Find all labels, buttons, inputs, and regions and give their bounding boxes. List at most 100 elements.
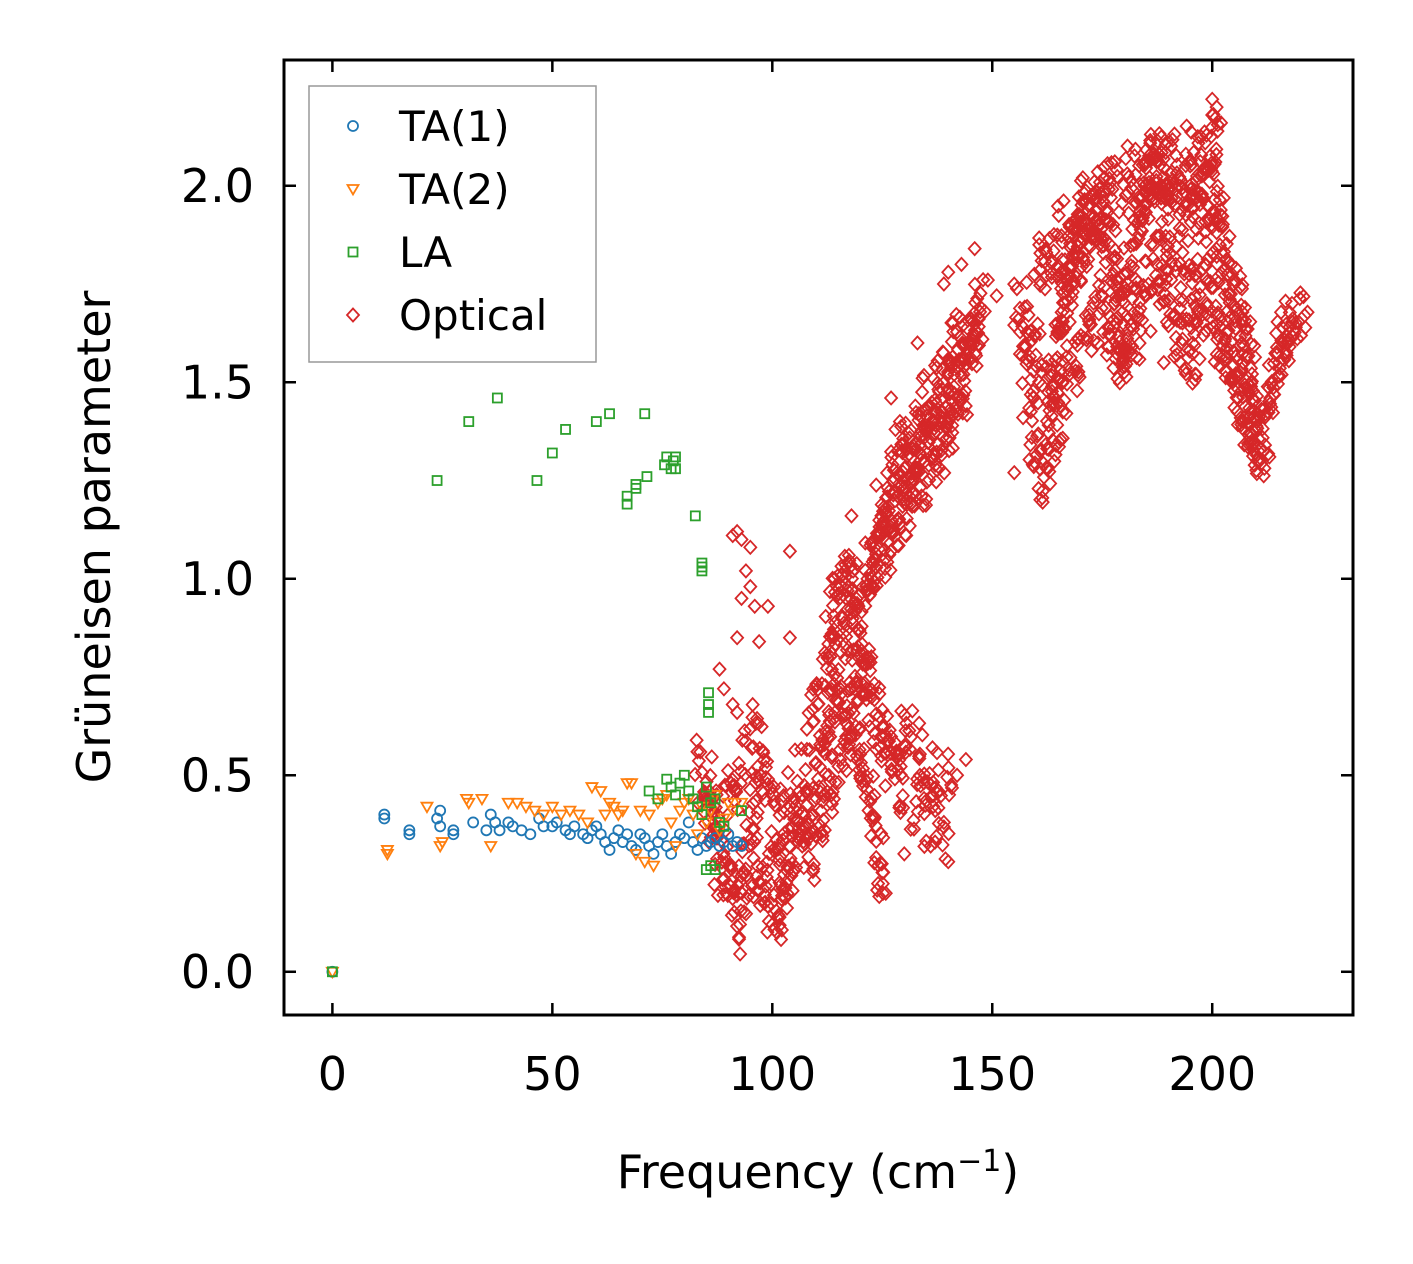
data-point <box>1236 337 1251 354</box>
legend-item: TA(1) <box>347 102 510 151</box>
data-point <box>838 628 854 645</box>
data-point <box>827 714 843 730</box>
data-point <box>865 768 881 784</box>
data-point <box>1064 297 1080 314</box>
data-point <box>782 543 798 560</box>
data-point <box>905 441 921 457</box>
legend-marker <box>345 184 361 197</box>
data-point <box>859 768 875 785</box>
legend-item: Optical <box>345 291 547 340</box>
data-point <box>1198 322 1214 339</box>
data-point <box>1212 237 1228 253</box>
data-point <box>710 887 726 904</box>
data-point <box>1213 115 1229 131</box>
data-point <box>878 778 893 794</box>
data-point <box>1072 233 1088 250</box>
data-point <box>879 708 895 724</box>
data-point <box>703 699 714 710</box>
data-point <box>1261 393 1277 410</box>
data-point <box>910 335 925 351</box>
data-point <box>729 704 745 721</box>
data-point <box>891 537 906 554</box>
data-point <box>1235 304 1250 320</box>
data-point <box>1185 345 1201 362</box>
data-point <box>1144 283 1159 300</box>
data-point <box>739 817 754 834</box>
axis-ticks: 0 50 100 150 200 0.0 0.5 1.0 1.5 2.0 <box>181 60 1353 1101</box>
data-point <box>1189 168 1205 184</box>
data-point <box>1080 329 1095 346</box>
data-point <box>1055 375 1070 391</box>
data-point <box>890 761 906 778</box>
data-point <box>896 491 912 507</box>
data-point <box>743 539 758 556</box>
data-point <box>883 756 899 773</box>
data-point <box>483 841 498 854</box>
data-point <box>1039 413 1055 430</box>
data-point <box>897 479 912 495</box>
data-point <box>1081 311 1097 328</box>
data-point <box>925 740 940 756</box>
data-point <box>884 764 900 780</box>
data-point <box>1175 315 1190 331</box>
data-point <box>858 598 873 614</box>
data-point <box>1184 180 1199 197</box>
data-point <box>968 347 984 364</box>
data-point <box>1156 354 1172 371</box>
data-point <box>758 878 774 895</box>
data-point <box>1173 279 1188 296</box>
data-point <box>737 865 753 881</box>
data-point <box>854 635 870 652</box>
data-point <box>930 375 945 392</box>
data-point <box>1056 193 1071 209</box>
data-point <box>1296 288 1311 305</box>
data-point <box>690 829 705 842</box>
data-point <box>1141 147 1157 164</box>
data-point <box>642 809 657 822</box>
data-point <box>838 569 853 586</box>
data-point <box>785 828 800 845</box>
data-point <box>878 885 894 902</box>
data-point <box>1172 255 1188 272</box>
data-point <box>1163 138 1179 154</box>
data-point <box>854 773 870 789</box>
data-point <box>949 767 965 784</box>
data-point <box>1215 219 1230 235</box>
data-point <box>1170 156 1185 173</box>
data-point <box>782 629 798 646</box>
data-point <box>926 798 941 815</box>
data-point <box>1054 324 1070 341</box>
x-axis-label: Frequency (cm−1) <box>617 1144 1020 1200</box>
data-point <box>687 766 703 783</box>
data-point <box>546 447 558 459</box>
data-point <box>1157 183 1173 200</box>
data-point <box>1063 240 1078 256</box>
data-point <box>1131 310 1146 326</box>
data-point <box>1117 358 1133 375</box>
data-point <box>1055 430 1070 447</box>
data-point <box>774 891 789 907</box>
data-point <box>738 905 754 922</box>
data-point <box>647 847 660 860</box>
data-point <box>894 703 909 719</box>
y-axis-label: Grüneisen parameter <box>67 290 121 783</box>
data-point <box>1234 280 1250 297</box>
data-point <box>731 755 747 772</box>
data-point <box>729 629 745 646</box>
data-point <box>1212 192 1228 208</box>
y-tick-label: 2.0 <box>181 159 254 213</box>
data-point <box>952 309 968 326</box>
data-point <box>1123 237 1138 254</box>
data-point <box>928 457 943 473</box>
data-point <box>643 785 655 797</box>
data-point <box>1095 288 1110 304</box>
data-point <box>1060 229 1075 245</box>
data-point <box>807 872 822 888</box>
data-point <box>1237 312 1253 329</box>
data-point <box>977 303 993 320</box>
data-point <box>864 535 880 552</box>
data-point <box>729 887 745 904</box>
data-point <box>1209 307 1225 323</box>
data-point <box>845 610 860 627</box>
data-point <box>749 768 765 785</box>
